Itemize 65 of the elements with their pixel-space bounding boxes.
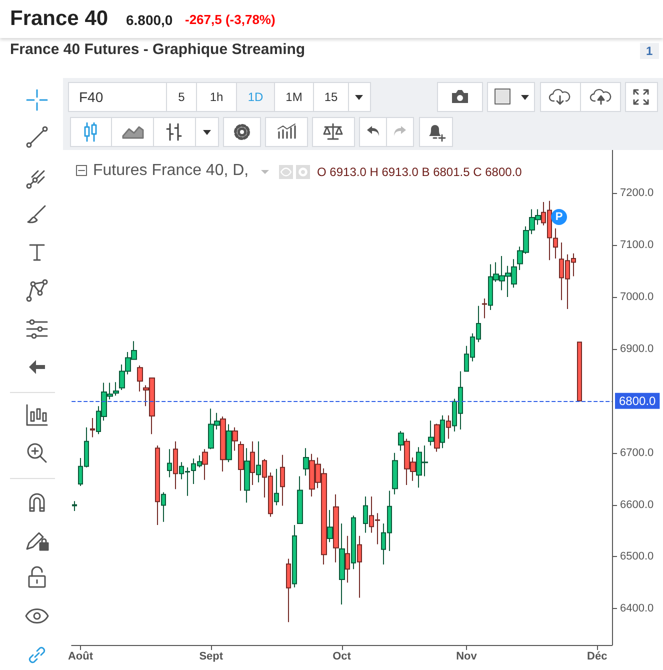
candlestick: [297, 476, 303, 524]
candlestick: [155, 445, 160, 526]
candlestick: [256, 440, 261, 483]
candlestick: [202, 448, 208, 480]
candlestick: [440, 414, 445, 449]
candlestick: [250, 440, 255, 486]
x-tick-label: Août: [68, 650, 94, 662]
annotation: P: [551, 209, 567, 225]
candlestick: [303, 448, 309, 476]
candlestick: [392, 452, 398, 495]
text: F40: [68, 82, 167, 112]
candlestick: [137, 365, 143, 392]
text: 1D: [236, 82, 275, 112]
candlestick: [446, 414, 451, 440]
candlestick: [167, 448, 172, 478]
text: 1M: [274, 82, 314, 112]
text: France 40 Futures - Graphique Streaming: [10, 41, 306, 58]
candlestick: [280, 454, 285, 506]
candlestick: [161, 492, 166, 522]
x-tick-label: Nov: [456, 650, 478, 662]
candlestick: [428, 420, 434, 446]
candlestick: [577, 342, 582, 402]
candlestick: [173, 440, 178, 490]
y-tick-label: 7200.0: [620, 187, 654, 200]
y-tick-label: 6400.0: [620, 602, 654, 615]
candlestick: [363, 496, 368, 534]
candlestick: [238, 440, 244, 492]
candlestick: [434, 423, 440, 452]
text: 15: [313, 82, 349, 112]
candlestick: [351, 515, 356, 570]
y-tick-label: 6900.0: [620, 342, 654, 355]
y-tick-label: 7000.0: [620, 290, 654, 303]
candlestick: [339, 522, 345, 605]
candlestick: [72, 500, 77, 512]
x-tick-label: Déc: [587, 650, 608, 662]
candlestick: [220, 416, 226, 472]
y-tick-label: 6500.0: [620, 550, 654, 563]
y-tick-label: 6600.0: [620, 498, 654, 511]
x-tick-label: Sept: [199, 650, 224, 662]
candlestick: [226, 424, 232, 463]
text: 5: [166, 82, 197, 112]
candlestick: [113, 382, 119, 396]
candlestick: [398, 430, 404, 452]
y-tick-label: 6700.0: [620, 446, 654, 459]
chart-title: France 40: [10, 7, 108, 31]
candlestick: [274, 468, 279, 506]
x-tick-label: Oct: [332, 650, 352, 662]
annotation: O 6913.0 H 6913.0 B 6801.5 C 6800.0: [317, 165, 522, 179]
candlestick: [333, 494, 339, 563]
text: 1h: [196, 82, 237, 112]
candlestick: [482, 298, 487, 319]
y-tick-label: 7100.0: [620, 239, 654, 252]
candlestick: [345, 535, 350, 584]
text: -267,5 (-3,78%): [185, 12, 276, 27]
candlestick: [286, 558, 291, 623]
text: 1: [640, 43, 659, 59]
candlestick: [292, 524, 297, 588]
candlestick: [244, 448, 250, 504]
candlestick: [90, 418, 95, 438]
text: 6.800,0: [126, 12, 173, 28]
candlestick: [232, 426, 238, 452]
annotation: Futures France 40, D,: [93, 162, 249, 180]
ref-line-label: 6800.0: [619, 394, 656, 408]
candlestick: [327, 509, 333, 543]
candlestick: [357, 535, 362, 598]
